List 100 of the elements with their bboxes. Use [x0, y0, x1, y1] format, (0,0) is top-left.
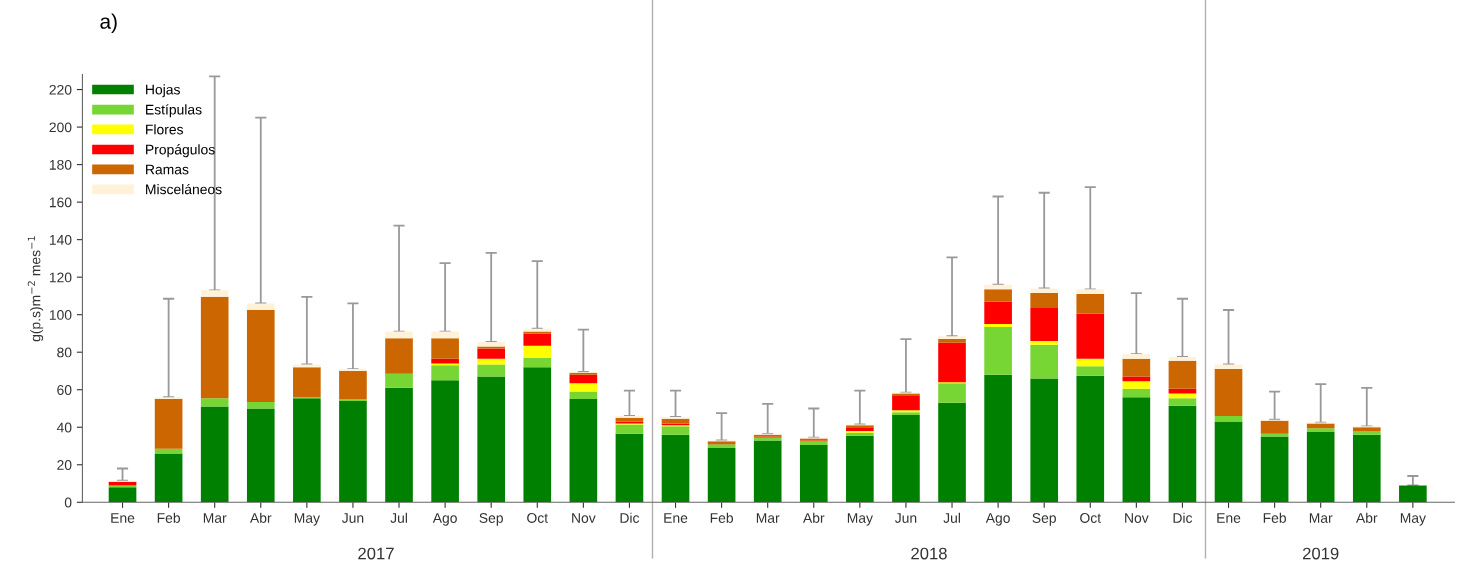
bar	[1214, 364, 1243, 370]
bar	[523, 357, 552, 368]
bar	[661, 426, 690, 435]
y-tick-label: 60	[57, 385, 72, 395]
bar	[938, 402, 966, 503]
x-tick-label: May	[294, 513, 320, 526]
bar	[1122, 397, 1151, 503]
bar	[293, 364, 321, 368]
bar	[431, 380, 459, 503]
bar	[1214, 421, 1243, 503]
y-tick-label: 140	[49, 234, 72, 245]
bar	[523, 345, 552, 358]
x-tick-label: Sep	[479, 513, 503, 526]
x-tick-label: Mar	[1309, 513, 1333, 523]
bar	[293, 398, 321, 503]
bar	[615, 433, 644, 503]
bar	[799, 445, 828, 503]
bar	[1168, 360, 1197, 389]
text: 2018	[911, 547, 947, 560]
bar	[431, 338, 459, 359]
x-tick-label: Ene	[664, 513, 688, 523]
x-tick-label: Oct	[1080, 513, 1101, 523]
bar	[569, 399, 598, 503]
x-tick-label: Feb	[157, 512, 180, 523]
legend-label: Estípulas	[146, 104, 202, 118]
bar	[1122, 358, 1151, 377]
x-tick-label: Ene	[1217, 513, 1241, 523]
bar	[1260, 420, 1289, 434]
bar	[108, 487, 137, 503]
bar	[385, 387, 413, 503]
bar	[246, 408, 275, 503]
bar	[1076, 366, 1105, 376]
x-tick-label: Nov	[572, 513, 596, 523]
bar	[385, 338, 413, 374]
x-tick-label: Feb	[1263, 512, 1286, 523]
y-tick-label: 40	[56, 422, 72, 433]
x-tick-label: Mar	[756, 513, 780, 523]
x-tick-label: Oct	[527, 513, 548, 523]
bar	[661, 434, 690, 503]
y-tick-label: 0	[64, 497, 72, 508]
bar	[1076, 289, 1105, 295]
bar	[1306, 423, 1335, 429]
text: 2017	[358, 547, 394, 560]
bar	[477, 364, 506, 377]
bar	[707, 447, 736, 503]
bar	[431, 331, 459, 339]
bar	[1214, 369, 1243, 416]
bar	[154, 448, 183, 454]
bar	[1168, 398, 1197, 406]
bar	[154, 399, 183, 449]
y-tick-label: 180	[49, 159, 72, 170]
bar	[1260, 436, 1289, 503]
y-tick-label: 120	[49, 272, 72, 283]
legend-label: Flores	[146, 124, 184, 135]
y-tick-label: 160	[49, 197, 72, 208]
x-tick-label: Sep	[1032, 513, 1056, 526]
bar	[569, 383, 598, 392]
text: 2019	[1303, 547, 1339, 560]
x-tick-label: Ago	[432, 513, 457, 526]
bar	[1030, 340, 1059, 345]
x-tick-label: Abr	[250, 512, 272, 523]
bar	[1030, 308, 1059, 341]
bar	[799, 441, 828, 446]
bar	[846, 435, 874, 503]
bar	[1030, 288, 1059, 294]
bar	[569, 374, 598, 384]
x-tick-label: Jul	[390, 512, 407, 523]
x-tick-label: Mar	[203, 513, 227, 523]
bar	[1168, 405, 1197, 503]
x-tick-label: Ago	[985, 513, 1010, 526]
bar	[892, 395, 920, 411]
y-tick-label: 220	[49, 84, 72, 95]
bar	[615, 417, 644, 422]
bar	[569, 391, 598, 400]
bar	[1076, 313, 1105, 359]
x-tick-label: Feb	[710, 512, 733, 523]
bar	[293, 367, 321, 398]
bar	[339, 370, 367, 400]
bar	[1214, 415, 1243, 422]
bar	[984, 324, 1012, 327]
bar	[200, 290, 229, 297]
bar	[385, 373, 413, 388]
bar	[246, 310, 275, 402]
bar	[477, 376, 506, 503]
bar	[1076, 375, 1105, 503]
legend-label: Ramas	[146, 164, 189, 175]
x-tick-label: Dic	[620, 512, 640, 523]
bar	[246, 303, 275, 310]
bar	[984, 301, 1012, 325]
y-tick-label: 100	[49, 310, 72, 320]
bar	[892, 415, 920, 503]
bar	[339, 400, 367, 503]
x-tick-label: Jun	[894, 513, 917, 523]
bar	[200, 296, 229, 399]
bar	[753, 440, 782, 503]
bar	[385, 331, 413, 339]
bar	[1352, 434, 1381, 503]
bar	[1306, 431, 1335, 503]
bar	[154, 453, 183, 503]
bar	[1168, 393, 1197, 399]
